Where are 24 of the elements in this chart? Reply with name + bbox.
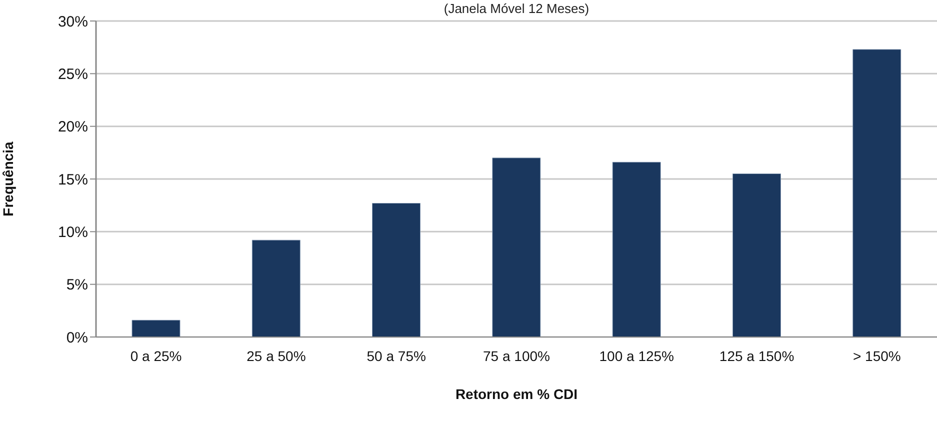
bar <box>612 162 661 337</box>
x-tick-label: 75 a 100% <box>483 348 550 364</box>
bar <box>492 158 541 337</box>
x-tick-label: > 150% <box>852 348 901 364</box>
bar <box>852 49 902 337</box>
x-axis-title: Retorno em % CDI <box>455 386 578 402</box>
y-tick-label: 0% <box>66 329 88 346</box>
y-tick-label: 20% <box>58 118 88 136</box>
chart-subtitle: (Janela Móvel 12 Meses) <box>442 1 590 16</box>
x-tick-label: 50 a 75% <box>366 348 426 364</box>
bar <box>132 320 180 337</box>
y-tick-label: 10% <box>58 224 88 241</box>
bar <box>372 202 421 337</box>
bar <box>252 240 300 337</box>
x-tick-label: 0 a 25% <box>130 348 182 364</box>
y-tick-label: 5% <box>66 276 88 294</box>
y-tick-label: 15% <box>58 171 88 188</box>
y-tick-label: 25% <box>58 66 88 83</box>
y-axis-title: Frequência <box>0 141 16 216</box>
bar <box>732 173 781 337</box>
x-tick-label: 25 a 50% <box>246 348 306 364</box>
y-tick-label: 30% <box>58 13 88 30</box>
x-tick-label: 100 a 125% <box>599 348 674 364</box>
x-tick-label: 125 a 150% <box>719 348 794 364</box>
